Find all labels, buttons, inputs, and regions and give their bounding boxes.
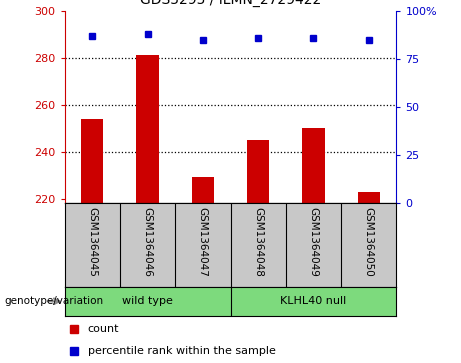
Text: GSM1364047: GSM1364047 (198, 207, 208, 277)
Bar (192, 178, 214, 203)
Bar (81, 119, 103, 203)
Text: GSM1364045: GSM1364045 (87, 207, 97, 277)
Text: percentile rank within the sample: percentile rank within the sample (88, 346, 276, 356)
Text: GSM1364048: GSM1364048 (253, 207, 263, 277)
Text: KLHL40 null: KLHL40 null (280, 296, 347, 306)
Text: GSM1364049: GSM1364049 (308, 207, 319, 277)
Text: count: count (88, 324, 119, 334)
Bar (136, 56, 159, 203)
Bar (247, 140, 269, 203)
Title: GDS5295 / ILMN_2729422: GDS5295 / ILMN_2729422 (140, 0, 321, 7)
Bar (358, 192, 380, 203)
Text: wild type: wild type (122, 296, 173, 306)
Bar (302, 128, 325, 203)
Text: GSM1364050: GSM1364050 (364, 207, 374, 277)
Text: GSM1364046: GSM1364046 (142, 207, 153, 277)
Text: genotype/variation: genotype/variation (5, 296, 104, 306)
